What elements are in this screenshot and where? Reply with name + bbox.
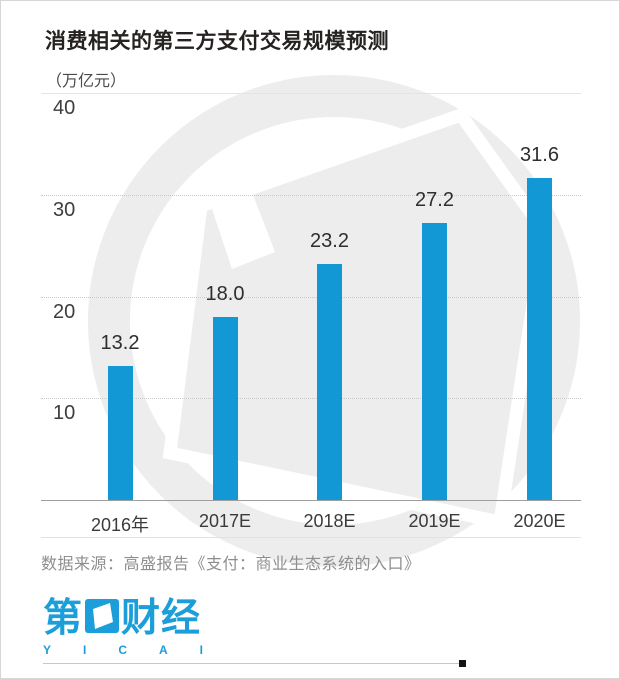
logo-square-icon	[85, 599, 120, 633]
logo-latin-letter: I	[83, 643, 87, 657]
unit-label: （万亿元）	[46, 73, 127, 90]
x-axis-baseline	[41, 500, 581, 501]
chart-title: 消费相关的第三方支付交易规模预测	[45, 30, 389, 53]
footer-separator	[41, 537, 581, 538]
logo-latin-letter: A	[158, 643, 168, 657]
bar-value-label: 23.2	[310, 229, 349, 252]
bar-value-label: 13.2	[100, 331, 140, 354]
x-axis-label: 2016年	[90, 515, 150, 535]
footer-rule-dot	[459, 660, 466, 667]
y-tick-label: 10	[53, 402, 76, 425]
x-axis-label: 2018E	[303, 511, 356, 531]
logo-char-di: 第	[43, 596, 84, 640]
bar-2016年	[107, 365, 133, 500]
y-tick-label: 20	[53, 300, 76, 323]
logo-parallelogram-icon	[93, 603, 114, 629]
yicai-logo: 第 财经 Y I C A I	[43, 597, 203, 658]
bar-chart: 40 30 20 10 13.2 2016年 18.0 2017E 23.2 2018E 27.2 2…	[41, 93, 581, 535]
logo-chars-caijing: 财经	[121, 596, 202, 640]
bar-value-label: 31.6	[520, 144, 559, 167]
source-note: 数据来源：高盛报告《支付：商业生态系统的入口》	[41, 556, 421, 573]
y-tick-label: 40	[53, 97, 76, 119]
logo-wordmark: 第 财经	[43, 597, 203, 639]
bar-value-label: 27.2	[415, 189, 454, 212]
bar-2018E	[317, 263, 342, 500]
footer-rule	[43, 660, 466, 667]
bar-value-label: 18.0	[205, 282, 245, 305]
logo-latin-letter: Y	[43, 643, 52, 657]
bar-2020E	[527, 178, 552, 500]
x-axis-label: 2020E	[513, 511, 566, 531]
logo-latin-letter: I	[199, 643, 203, 657]
logo-latin-letter: C	[118, 643, 127, 657]
gridline-30	[41, 194, 581, 196]
bar-2017E	[212, 316, 238, 500]
bar-2019E	[422, 223, 447, 500]
gridline-20	[41, 296, 581, 298]
x-axis-label: 2019E	[408, 511, 461, 531]
x-axis-label: 2017E	[198, 511, 252, 531]
y-tick-label: 30	[53, 198, 76, 221]
gridline-40	[41, 93, 581, 94]
